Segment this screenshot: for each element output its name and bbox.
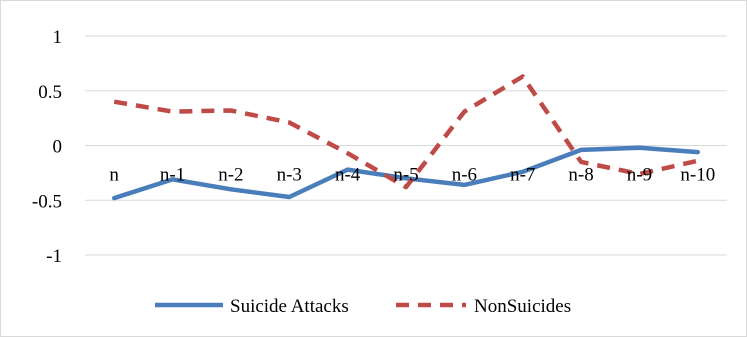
y-axis-tick-labels: 1 0.5 0 -0.5 -1	[32, 27, 62, 267]
x-category-label: n-1	[160, 165, 185, 186]
x-category-label: n-7	[510, 165, 535, 186]
legend-label: Suicide Attacks	[230, 296, 349, 317]
legend: Suicide Attacks NonSuicides	[155, 296, 571, 317]
y-tick-label: 1	[53, 27, 63, 48]
x-category-label: n-3	[277, 165, 302, 186]
x-category-label: n-5	[393, 165, 418, 186]
x-category-label: n-8	[568, 165, 593, 186]
x-category-label: n-4	[335, 165, 361, 186]
series-line-nonsuicides	[113, 74, 699, 190]
series-lines	[111, 74, 701, 201]
x-category-label: n-6	[452, 165, 477, 186]
series-line-suicide-attacks	[111, 145, 701, 201]
x-category-label: n	[109, 165, 119, 186]
x-category-label: n-9	[627, 165, 652, 186]
y-tick-label: 0.5	[38, 82, 62, 103]
x-axis-category-labels: n n-1 n-2 n-3 n-4 n-5 n-6 n-7 n-8 n-9 n-10	[109, 165, 715, 186]
x-category-label: n-10	[680, 165, 715, 186]
legend-label: NonSuicides	[474, 296, 571, 317]
x-category-label: n-2	[218, 165, 243, 186]
y-tick-label: 0	[53, 137, 63, 158]
grid-lines	[85, 35, 727, 256]
y-tick-label: -0.5	[32, 191, 62, 212]
y-tick-label: -1	[46, 246, 62, 267]
